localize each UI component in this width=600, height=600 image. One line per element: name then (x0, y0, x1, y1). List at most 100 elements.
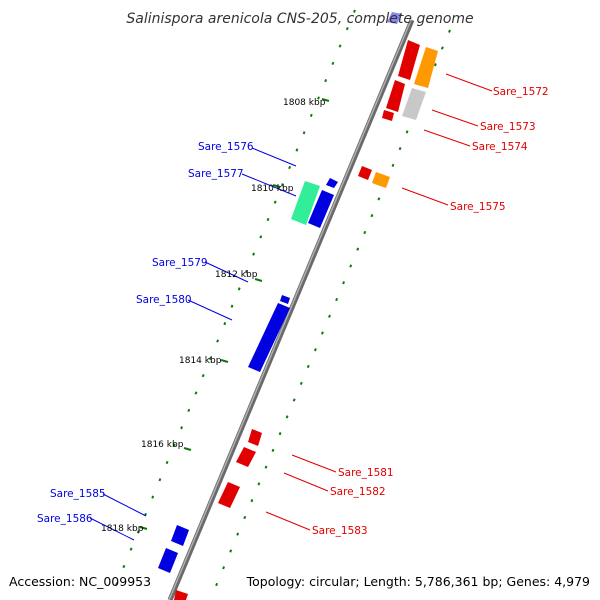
tick-dot (342, 281, 346, 285)
label-leader-lines (89, 73, 493, 541)
tick-dot (230, 304, 234, 308)
tick-dot (257, 482, 261, 486)
tick-dot (335, 297, 339, 302)
tick-dot (266, 217, 270, 222)
tick-dot (122, 564, 126, 569)
kbp-label-1812: 1812 kbp (215, 270, 258, 280)
gene-sare-1572-b[interactable] (386, 80, 405, 112)
gene-sare-1579[interactable] (280, 295, 290, 304)
tick-dot (229, 549, 233, 553)
gene-label-sare-1581[interactable]: Sare_1581 (338, 467, 394, 479)
gene-label-sare-1574[interactable]: Sare_1574 (472, 141, 528, 153)
gene-label-sare-1583[interactable]: Sare_1583 (312, 525, 368, 537)
tick-dot (313, 348, 317, 352)
tick-dot (273, 200, 277, 204)
tick-dot (180, 426, 184, 430)
tick-dot (320, 331, 324, 335)
tick-dot (317, 96, 320, 100)
tick-dot (278, 432, 282, 436)
gene-sare-1580[interactable] (248, 303, 290, 372)
tick-dot (259, 235, 263, 239)
tick-dot (398, 147, 402, 151)
tick-dot (363, 230, 367, 235)
tick-dot (129, 547, 133, 551)
gene-sare-1582[interactable] (236, 447, 256, 467)
gene-label-sare-1573[interactable]: Sare_1573 (480, 121, 536, 133)
tick-dot (223, 322, 227, 326)
tick-dot (328, 314, 331, 318)
gene-sare-1572-orange[interactable] (414, 47, 438, 88)
tick-dot (295, 148, 299, 152)
gene-label-sare-1582[interactable]: Sare_1582 (330, 486, 386, 498)
tick-dot (136, 530, 140, 534)
kbp-label-1818: 1818 kbp (101, 524, 144, 534)
tick-dot (158, 478, 162, 482)
gene-sare-1575-orange[interactable] (372, 172, 390, 188)
gene-reverse-partial-top[interactable] (387, 12, 402, 24)
kbp-major-ticks (139, 98, 330, 530)
kbp-label-1810: 1810 kbp (251, 184, 294, 194)
kbp-label-1814: 1814 kbp (179, 356, 222, 366)
accession-text: Accession: NC_009953 (9, 574, 151, 589)
gene-label-sare-1576[interactable]: Sare_1576 (198, 141, 254, 153)
tick-dot (391, 163, 395, 167)
gene-forward-partial-bottom[interactable] (174, 590, 188, 600)
tick-dot (151, 495, 155, 499)
tick-dot (324, 79, 328, 83)
tick-dot (405, 130, 409, 134)
gene-sare-1572-a[interactable] (398, 40, 420, 80)
gene-label-sare-1572[interactable]: Sare_1572 (493, 86, 549, 98)
gene-sare-1583[interactable] (218, 482, 240, 508)
gene-label-sare-1586[interactable]: Sare_1586 (37, 513, 93, 525)
tick-dot (302, 131, 306, 135)
genome-backbone-highlight (168, 19, 412, 600)
tick-dot (299, 381, 303, 385)
tick-dot (271, 448, 275, 452)
tick-dot (288, 165, 292, 170)
gene-label-sare-1579[interactable]: Sare_1579 (152, 257, 208, 269)
tick-dot (250, 499, 254, 503)
kbp-label-1816: 1816 kbp (141, 440, 184, 450)
tick-dot (194, 391, 198, 395)
genome-backbone (167, 19, 415, 600)
tick-dot (236, 532, 240, 536)
map-title: Salinispora arenicola CNS-205, complete … (126, 11, 473, 27)
genome-summary-text: Topology: circular; Length: 5,786,361 bp… (246, 574, 590, 589)
tick-dot (222, 566, 226, 570)
tick-dot (187, 408, 191, 412)
gene-sare-1581[interactable] (248, 429, 262, 446)
tick-dot (331, 61, 335, 65)
tick-dot (345, 27, 349, 31)
tick-dot (244, 269, 248, 274)
tick-dot (243, 515, 247, 520)
tick-dot (215, 582, 219, 587)
tick-dot (356, 247, 360, 251)
tick-dot (353, 9, 356, 13)
gene-sare-1574[interactable] (382, 110, 394, 121)
tick-dot (349, 264, 353, 268)
tick-dot (377, 197, 381, 201)
tick-rings (115, 9, 451, 587)
gene-label-sare-1575[interactable]: Sare_1575 (450, 201, 506, 213)
gene-label-sare-1580[interactable]: Sare_1580 (136, 294, 192, 306)
tick-dot (309, 113, 313, 117)
gene-sare-1577-blue[interactable] (308, 190, 334, 228)
gene-sare-1577-teal[interactable] (291, 181, 320, 225)
gene-sare-1576[interactable] (326, 178, 338, 188)
tick-dot (208, 356, 212, 360)
tick-dot (280, 183, 284, 187)
gene-label-sare-1585[interactable]: Sare_1585 (50, 488, 106, 500)
tick-dot (306, 364, 310, 369)
gene-features (158, 12, 438, 600)
gene-sare-1585[interactable] (171, 525, 189, 546)
tick-dot (264, 465, 268, 469)
tick-dot (285, 415, 289, 419)
kbp-label-1808: 1808 kbp (283, 98, 326, 108)
gene-sare-1586[interactable] (158, 548, 178, 573)
tick-dot (201, 374, 205, 378)
gene-label-sare-1577[interactable]: Sare_1577 (188, 168, 244, 180)
tick-dot (172, 443, 176, 447)
gene-sare-1573-gray[interactable] (402, 88, 426, 120)
gene-sare-1575-red[interactable] (358, 166, 372, 180)
tick-dot (292, 398, 296, 402)
